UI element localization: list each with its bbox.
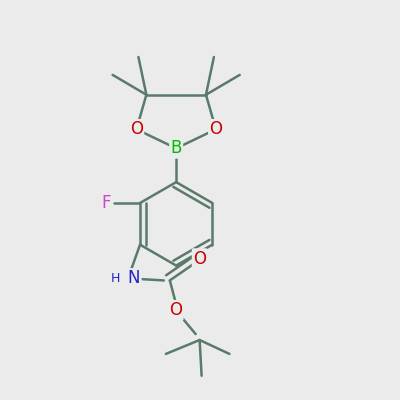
Text: B: B xyxy=(170,139,182,157)
Text: O: O xyxy=(193,250,206,268)
Text: N: N xyxy=(128,270,140,288)
Text: O: O xyxy=(169,301,182,319)
Text: H: H xyxy=(111,272,120,285)
Text: O: O xyxy=(130,120,143,138)
Text: F: F xyxy=(102,194,111,212)
Text: O: O xyxy=(209,120,222,138)
